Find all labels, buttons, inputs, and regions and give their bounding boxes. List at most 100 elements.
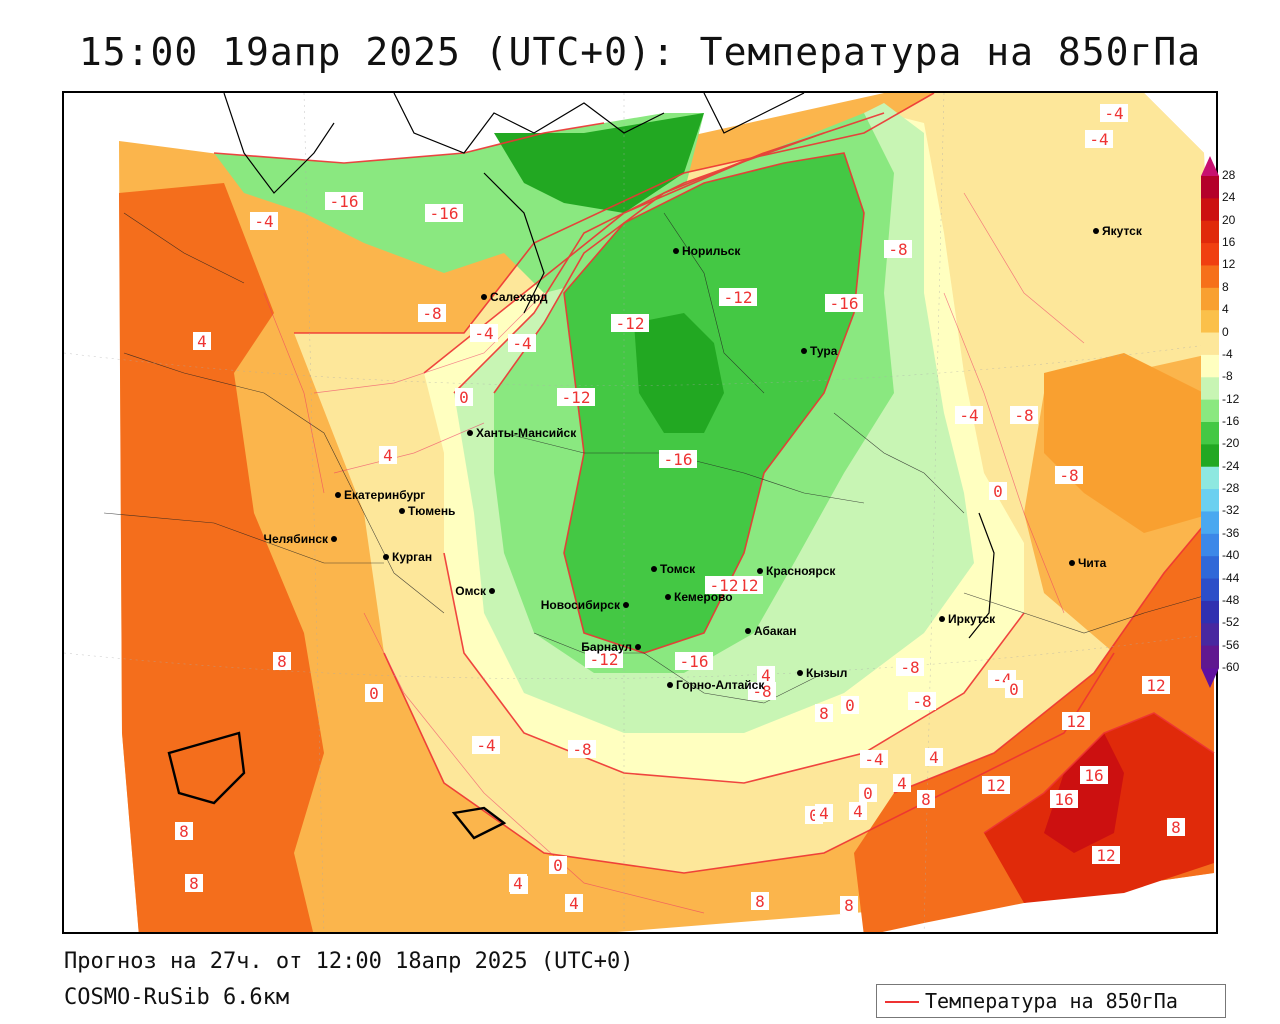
contour-label-bg [1080,766,1108,784]
colorbar-swatch [1201,399,1219,423]
city-label[interactable]: Екатеринбург [344,488,425,502]
city-label[interactable]: Тюмень [408,504,455,518]
contour-label: 4 [383,446,393,465]
city-label[interactable]: Красноярск [766,564,836,578]
city-label[interactable]: Иркутск [948,612,996,626]
contour-label-bg [1092,846,1120,864]
contour-label-bg [1010,406,1038,424]
colorbar-swatch [1201,600,1219,624]
colorbar-swatch [1201,265,1219,289]
colorbar-tick-label: -16 [1222,414,1240,428]
contour-label: -8 [888,240,907,259]
city-dot [635,644,641,650]
colorbar-swatch [1201,310,1219,334]
city-dot [745,628,751,634]
city-label[interactable]: Челябинск [264,532,329,546]
city-label[interactable]: Кызыл [806,666,847,680]
colorbar-swatch [1201,489,1219,512]
contour-label-bg [611,314,649,332]
contour-label: 0 [845,696,855,715]
contour-label: -16 [830,294,859,313]
city-label[interactable]: Кемерово [674,590,733,604]
colorbar-swatch [1201,220,1219,244]
colorbar-tick-label: -52 [1222,615,1240,630]
colorbar-tick-label: -48 [1222,592,1240,607]
forecast-info: Прогноз на 27ч. от 12:00 18апр 2025 (UTC… [64,949,634,974]
contour-label: -4 [1104,104,1123,123]
colorbar-swatch [1201,645,1219,669]
contour-label-bg [815,704,833,722]
contour-label-bg [549,856,567,874]
contour-label-bg [705,576,743,594]
model-info: COSMO-RuSib 6.6км [64,985,290,1010]
colorbar-swatch [1201,578,1219,602]
colorbar-tick-label: 20 [1222,212,1236,227]
contour-label-bg [193,332,211,350]
city-label[interactable]: Ханты-Мансийск [476,426,577,440]
contour-label: -8 [912,692,931,711]
contour-label: -16 [430,204,459,223]
contour-label: -12 [616,314,645,333]
contour-label-bg [585,650,623,668]
city-label[interactable]: Норильск [682,244,741,258]
colorbar-swatch [1201,354,1219,378]
colorbar-swatch [1201,176,1219,199]
contour-label-bg [917,790,935,808]
colorbar-tick-label: 28 [1222,168,1236,182]
city-markers: Салехард Норильск Тура Якутск Ханты-Мансийск… [264,224,1143,692]
legend-label: Температура на 850гПа [925,989,1178,1013]
core-hot-se [1044,733,1124,853]
city-dot [399,508,405,514]
city-dot [1069,560,1075,566]
colorbar-swatch [1201,422,1219,445]
city-dot [757,568,763,574]
colorbar-swatch [1201,533,1219,557]
city-dot [383,554,389,560]
city-label[interactable]: Новосибирск [541,598,621,612]
contour-label-bg [185,874,203,892]
contour-label: 8 [277,652,287,671]
city-label[interactable]: Якутск [1102,224,1143,238]
contour-label-bg [1100,104,1128,122]
contour-label: -4 [864,750,883,769]
city-label[interactable]: Салехард [490,290,548,304]
city-dot [1093,228,1099,234]
city-label[interactable]: Курган [392,550,432,564]
city-label[interactable]: Тура [810,344,838,358]
city-label[interactable]: Барнаул [581,640,632,654]
colorbar-swatch [1201,556,1219,580]
colorbar-swatch [1201,332,1219,356]
contour-label: 16 [1084,766,1103,785]
temperature-map[interactable]: -4 -4 -4 -16 -16 -4 -8 -4 -8 -12 -16 -12 -8 -12 0 4 -16-… [62,91,1218,934]
colorbar-swatch [1201,444,1219,468]
contour-label: -16 [680,652,709,671]
contour-label-bg [365,684,383,702]
contour-label-bg [815,804,833,822]
contour-label: 12 [1146,676,1165,695]
city-label[interactable]: Чита [1078,556,1107,570]
city-dot [801,348,807,354]
city-dot [665,594,671,600]
contour-label-bg [859,784,877,802]
city-label[interactable]: Томск [660,562,696,576]
contour-label: 4 [819,804,829,823]
city-dot [939,616,945,622]
city-label[interactable]: Абакан [754,624,797,638]
contour-label: 0 [459,388,469,407]
contour-label-bg [509,874,527,892]
contour-label: -4 [512,334,531,353]
city-label[interactable]: Омск [455,584,487,598]
contour-label-bg [568,740,596,758]
colorbar-tick-label: -8 [1222,369,1233,384]
city-label[interactable]: Горно-Алтайск [676,678,765,692]
contour-label-bg [455,388,473,406]
colorbar-swatch [1201,511,1219,535]
contour-label: -8 [1014,406,1033,425]
contour-label: 0 [369,684,379,703]
contour-label: 4 [853,802,863,821]
contour-label: -8 [752,682,771,701]
colorbar-tick-label: 4 [1222,302,1229,317]
city-dot [481,294,487,300]
contour-label: 8 [179,822,189,841]
